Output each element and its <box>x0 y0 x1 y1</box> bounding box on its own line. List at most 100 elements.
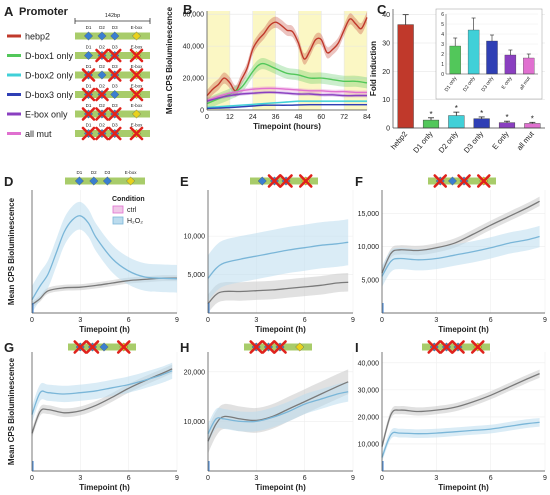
inset-y-tick-label: 4 <box>441 32 444 38</box>
panel-d-construct-ebox-label: E-box <box>125 170 138 175</box>
panel-g-construct-ebox-mutation-mark <box>116 340 131 354</box>
x-tick-label: 0 <box>206 317 210 324</box>
x-tick-label: 9 <box>175 475 179 482</box>
inset-y-tick-label: 0 <box>441 72 444 78</box>
x-tick-label: 6 <box>489 317 493 324</box>
panel-i-construct-d1-mutation-mark <box>427 340 442 354</box>
inset-bar-4 <box>523 57 535 75</box>
row-3-d3-label: D3 <box>112 84 118 89</box>
series-band-0 <box>382 196 540 278</box>
panel-g-construct-d3-site <box>99 342 109 352</box>
panel-f-letter: F <box>355 174 363 189</box>
row-1-d3-mutation-mark <box>107 48 122 63</box>
significance-star-2: * <box>455 104 458 113</box>
x-axis-label: Timepoint (h) <box>255 325 306 334</box>
inset-bar-0 <box>449 45 461 75</box>
y-tick-label: 20,000 <box>183 76 205 83</box>
panel-d-construct-d3-site <box>102 176 112 186</box>
row-1-ebox-mutation-mark <box>129 48 144 63</box>
series-line-1 <box>207 241 349 279</box>
panel-d-legend: Condition ctrl H₂O₂ <box>108 192 168 228</box>
panel-g-construct-d2-mutation-mark <box>85 340 100 354</box>
legend-label-2: D-box2 only <box>25 71 74 81</box>
y-tick-label: 20,000 <box>358 414 380 421</box>
legend-swatch-5 <box>7 132 21 135</box>
series-line-2 <box>206 87 368 102</box>
construct-icon-h <box>244 340 312 354</box>
row-0-d1-label: D1 <box>86 25 92 30</box>
legend-swatch-3 <box>7 93 21 96</box>
x-category-label-0: hebp2 <box>389 130 409 152</box>
panel-e: 0 3 6 9 5,000 10,000 Timepoint (h) E <box>180 174 355 334</box>
legend-swatch-2 <box>7 73 21 77</box>
x-tick-label: 9 <box>543 317 547 324</box>
series-band-1 <box>382 225 540 288</box>
panel-h-letter: H <box>180 340 189 355</box>
legend-swatch-h2o2 <box>112 216 124 225</box>
significance-star-5: * <box>531 114 534 123</box>
x-tick-label: 24 <box>249 114 257 121</box>
legend-label-4: E-box only <box>25 110 68 120</box>
legend-label-0: hebp2 <box>25 32 50 42</box>
row-2-d3-mutation-mark <box>107 68 122 82</box>
series-band-1 <box>382 418 540 462</box>
x-tick-label: 6 <box>303 475 307 482</box>
series-line-1 <box>31 370 173 415</box>
inset-bar-1 <box>467 29 480 75</box>
construct-icon-e <box>250 174 318 188</box>
legend-label-h2o2: H₂O₂ <box>127 218 143 225</box>
y-axis-label: Mean CPS Bioluminescence <box>7 197 16 305</box>
y-tick-label: 10,000 <box>184 419 206 426</box>
panel-a-heading: Promoter <box>19 6 69 18</box>
construct-icon-i <box>422 340 490 354</box>
x-tick-label: 60 <box>317 114 325 121</box>
row-2-d3-label: D3 <box>112 64 118 69</box>
row-4-d1-mutation-mark <box>81 107 96 121</box>
y-tick-label: 40,000 <box>358 360 380 367</box>
panel-f: 0 3 6 9 5,000 10,000 15,000 Timepoint (h) F <box>355 174 547 334</box>
x-axis-label: Timepoint (h) <box>79 325 130 334</box>
row-0-d3-site <box>110 31 120 41</box>
panel-b-letter: B <box>183 2 192 17</box>
panel-a-letter: A <box>4 4 14 19</box>
row-3-ebox-mutation-mark <box>129 87 144 102</box>
x-tick-label: 36 <box>272 114 280 121</box>
series-line-3 <box>206 91 367 102</box>
panel-d-construct-d2-site <box>89 176 99 186</box>
y-tick-label: 40 <box>382 12 390 19</box>
legend-title: Condition <box>112 196 145 203</box>
x-category-label-5: all mut <box>515 129 537 152</box>
row-4-d3-mutation-mark <box>107 107 122 121</box>
y-tick-label: 40,000 <box>183 44 205 51</box>
x-tick-label: 3 <box>434 475 438 482</box>
bar-4 <box>498 122 516 129</box>
row-0-d2-site <box>97 31 107 41</box>
panel-b: 0 12 24 36 48 60 72 84 0 20,000 40,000 60,000 Timepo… <box>165 2 371 131</box>
construct-icon-g <box>68 340 136 354</box>
series-line-0 <box>381 373 540 447</box>
series-band-0 <box>382 369 540 451</box>
x-tick-label: 6 <box>127 317 131 324</box>
x-tick-label: 3 <box>78 317 82 324</box>
y-axis-label: Mean CPS Bioluminescence <box>165 6 174 114</box>
row-3-d2-mutation-mark <box>95 87 109 102</box>
x-tick-label: 3 <box>78 475 82 482</box>
x-tick-label: 0 <box>30 317 34 324</box>
y-tick-label: 15,000 <box>358 211 380 218</box>
row-5-d1-mutation-mark <box>81 126 96 141</box>
y-tick-label: 60,000 <box>183 12 205 19</box>
row-1-d3-label: D3 <box>112 45 118 50</box>
panel-a: A Promoter 142bp hebp2 D1 D2 D3 E-box D-box1 onl… <box>4 4 151 141</box>
series-line-0 <box>207 281 349 305</box>
scale-bar-label: 142bp <box>105 13 120 19</box>
row-5-d2-label: D2 <box>99 123 105 128</box>
series-line-5 <box>206 103 367 110</box>
row-5-ebox-mutation-mark <box>129 126 144 141</box>
x-tick-label: 48 <box>295 114 303 121</box>
row-1-d2-label: D2 <box>99 45 105 50</box>
row-1-d2-mutation-mark <box>95 48 109 63</box>
row-2-d2-label: D2 <box>99 64 105 69</box>
series-band-0 <box>208 273 349 313</box>
x-tick-label: 0 <box>380 317 384 324</box>
panel-d-letter: D <box>4 174 13 189</box>
